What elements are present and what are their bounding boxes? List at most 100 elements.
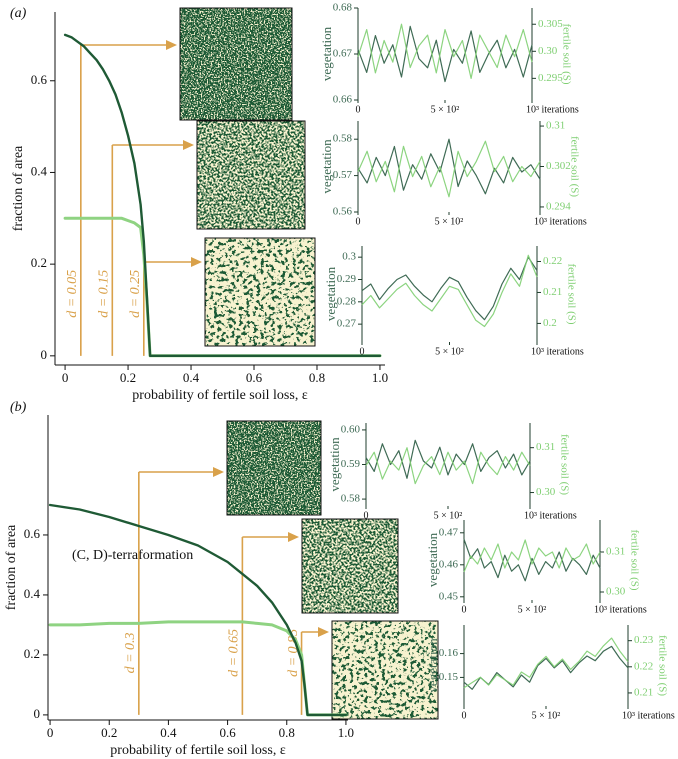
y-tick-label: 0.16 <box>439 647 459 659</box>
x-tick-label: 10³ iterations <box>534 216 587 227</box>
y-tick-label: 0.27 <box>337 318 357 330</box>
x-tick-label: 0.8 <box>309 370 325 385</box>
x-tick-label: 0.4 <box>160 725 177 740</box>
series-line <box>357 140 541 198</box>
x-tick-label: 0.6 <box>246 370 263 385</box>
panel-label: (b) <box>10 400 27 415</box>
y2-axis-label: fertile soil (S) <box>560 23 572 84</box>
x-tick-label: 0.6 <box>219 725 236 740</box>
y-tick-label: 0 <box>34 706 41 721</box>
y2-tick-label: 0.22 <box>634 660 653 672</box>
series-line <box>361 254 538 328</box>
arrow-head <box>166 40 177 50</box>
x-tick-label: 1.0 <box>372 370 388 385</box>
y-tick-label: 0.46 <box>439 558 459 570</box>
series-line <box>463 637 629 689</box>
y2-tick-label: 0.21 <box>634 686 653 698</box>
y-tick-label: 0.28 <box>337 295 357 307</box>
x-tick-label: 5 × 10² <box>532 710 561 721</box>
y2-tick-label: 0.31 <box>606 546 625 558</box>
series-line <box>48 503 348 717</box>
arrow-head <box>288 532 299 542</box>
x-tick-label: 0 <box>356 104 361 115</box>
y2-tick-label: 0.30 <box>606 586 626 598</box>
x-tick-label: 10³ iterations <box>526 104 579 115</box>
annotation-note: (C, D)-terraformation <box>72 548 193 563</box>
x-tick-label: 0 <box>360 346 365 357</box>
x-tick-label: 10³ iterations <box>524 510 577 521</box>
series-line <box>365 447 531 485</box>
y-tick-label: 0 <box>41 347 48 362</box>
y-tick-label: 0.4 <box>24 586 41 601</box>
x-tick-label: 0 <box>462 710 467 721</box>
x-tick-label: 5 × 10² <box>431 104 460 115</box>
lattice-frame <box>204 237 316 347</box>
d-label: d = 0.05 <box>65 270 80 318</box>
y-tick-label: 0.2 <box>24 646 40 661</box>
arrow-head <box>213 467 224 477</box>
y-tick-label: 0.2 <box>31 255 47 270</box>
y-axis-label: vegetation <box>319 139 334 194</box>
lattice-frame <box>226 420 322 516</box>
x-tick-label: 0.2 <box>120 370 136 385</box>
y-tick-label: 0.15 <box>439 671 459 683</box>
lattice-frame <box>331 620 439 720</box>
x-tick-label: 10³ iterations <box>531 346 584 357</box>
y2-tick-label: 0.295 <box>538 72 563 84</box>
y2-tick-label: 0.31 <box>536 441 555 453</box>
y2-axis-label: fertile soil (S) <box>628 529 640 590</box>
d-label: d = 0.3 <box>123 632 138 673</box>
y-tick-label: 0.56 <box>333 206 353 218</box>
x-tick-label: 0.8 <box>279 725 295 740</box>
y2-axis-label: fertile soil (S) <box>558 434 570 495</box>
arrow-head <box>191 257 202 267</box>
y-tick-label: 0.6 <box>24 526 41 541</box>
panel-label: (a) <box>10 6 27 21</box>
x-tick-label: 5 × 10² <box>435 346 464 357</box>
x-tick-label: 1.0 <box>338 725 354 740</box>
x-tick-label: 0 <box>47 725 54 740</box>
y2-axis-label: fertile soil (S) <box>568 136 580 197</box>
y-tick-label: 0.57 <box>333 169 353 181</box>
x-tick-label: 0 <box>62 370 69 385</box>
y-axis-label: vegetation <box>425 638 440 693</box>
x-tick-label: 0.2 <box>101 725 117 740</box>
y2-tick-label: 0.294 <box>546 200 571 212</box>
y-tick-label: 0.59 <box>341 458 361 470</box>
y2-tick-label: 0.30 <box>538 45 558 57</box>
y-tick-label: 0.58 <box>341 493 361 505</box>
x-tick-label: 0 <box>356 216 361 227</box>
lattice-pattern <box>302 519 398 613</box>
x-tick-label: 0.4 <box>183 370 200 385</box>
lattice-pattern <box>227 421 321 515</box>
series-line <box>463 539 601 573</box>
y2-tick-label: 0.21 <box>543 286 562 298</box>
x-tick-label: 0 <box>364 510 369 521</box>
y2-tick-label: 0.31 <box>546 120 565 132</box>
lattice-frame <box>179 7 293 121</box>
lattice-pattern <box>205 238 315 346</box>
lattice-pattern <box>197 121 305 229</box>
y2-axis-label: fertile soil (S) <box>565 263 577 324</box>
lattice-frame <box>196 120 306 230</box>
x-tick-label: 0 <box>462 604 467 615</box>
y2-tick-label: 0.22 <box>543 255 562 267</box>
series-line <box>361 256 538 321</box>
y-axis-label: vegetation <box>319 26 334 81</box>
x-axis-label: probability of fertile soil loss, ε <box>110 743 286 758</box>
y-tick-label: 0.58 <box>333 133 353 145</box>
x-axis-label: probability of fertile soil loss, ε <box>132 388 308 403</box>
arrow-head <box>318 627 329 637</box>
x-tick-label: 5 × 10² <box>518 604 547 615</box>
y2-axis-label: fertile soil (S) <box>656 635 668 696</box>
y-tick-label: 0.4 <box>31 163 48 178</box>
y-tick-label: 0.60 <box>341 423 361 435</box>
y2-tick-label: 0.305 <box>538 18 563 30</box>
y2-tick-label: 0.302 <box>546 160 571 172</box>
d-label: d = 0.15 <box>97 270 112 318</box>
arrow-head <box>183 140 194 150</box>
lattice-pattern <box>180 8 292 120</box>
series-line <box>463 645 629 690</box>
